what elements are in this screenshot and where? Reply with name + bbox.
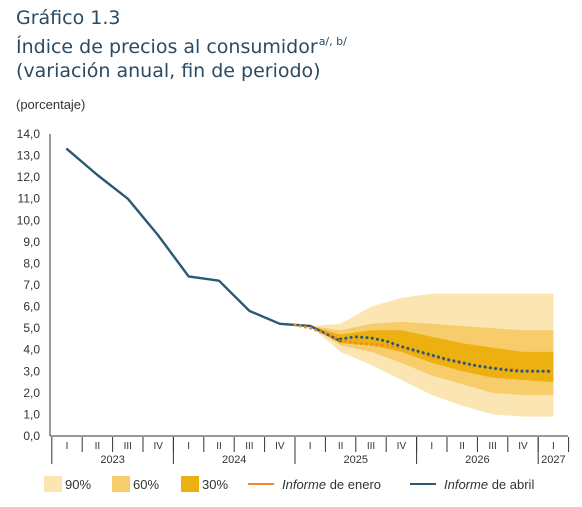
y-axis-units: (porcentaje) bbox=[16, 97, 86, 112]
x-tick-label-quarter: I bbox=[430, 441, 433, 452]
fan-bands bbox=[310, 293, 554, 417]
legend-label-enero: Informe de enero bbox=[282, 477, 381, 492]
chart-label: Gráfico 1.3 bbox=[16, 7, 121, 29]
y-tick-label: 7,0 bbox=[23, 278, 40, 292]
x-tick-label-quarter: IV bbox=[153, 441, 163, 452]
chart-tick-labels: 0,0 1,0 2,0 3,0 4,0 5,0 6,0 7,0 8,0 9,0 10,0 11,0 12… bbox=[17, 127, 566, 466]
x-tick-label-quarter: I bbox=[309, 441, 312, 452]
legend-label-60: 60% bbox=[133, 476, 160, 492]
chart-subtitle: (variación anual, fin de periodo) bbox=[16, 60, 321, 82]
series-line-abril bbox=[65, 147, 342, 343]
x-tick-label-year: 2026 bbox=[465, 454, 489, 466]
series-line-abril-projection bbox=[339, 335, 555, 373]
y-tick-label: 9,0 bbox=[23, 235, 40, 249]
x-tick-label-quarter: II bbox=[338, 441, 344, 452]
legend-swatch-60 bbox=[112, 476, 130, 492]
chart-series bbox=[65, 147, 555, 373]
x-tick-label-quarter: IV bbox=[275, 441, 285, 452]
y-tick-label: 8,0 bbox=[23, 256, 40, 270]
y-tick-label: 0,0 bbox=[23, 429, 40, 443]
legend-label-abril: Informe de abril bbox=[444, 477, 534, 492]
chart-legend: 90% 60% 30% Informe de enero Informe de … bbox=[44, 473, 574, 495]
legend-item-enero: Informe de enero bbox=[248, 473, 381, 495]
series-line-enero bbox=[293, 323, 555, 373]
x-tick-label-quarter: IV bbox=[397, 441, 407, 452]
legend-label-enero-rest: de enero bbox=[326, 476, 382, 492]
y-tick-label: 2,0 bbox=[23, 386, 40, 400]
x-tick-label-quarter: I bbox=[552, 441, 555, 452]
x-tick-label-quarter: IV bbox=[518, 441, 528, 452]
chart-plot: 0,0 1,0 2,0 3,0 4,0 5,0 6,0 7,0 8,0 9,0 10,0 11,0 12… bbox=[17, 127, 570, 466]
y-tick-label: 12,0 bbox=[17, 170, 41, 184]
legend-item-90: 90% bbox=[44, 473, 91, 495]
x-tick-label-quarter: II bbox=[459, 441, 465, 452]
y-tick-label: 13,0 bbox=[17, 149, 41, 163]
x-tick-label-year: 2024 bbox=[222, 454, 246, 466]
y-tick-label: 11,0 bbox=[18, 192, 41, 206]
legend-item-60: 60% bbox=[112, 473, 159, 495]
chart-title-footnote-marks: a/, b/ bbox=[318, 35, 347, 48]
x-tick-label-year: 2027 bbox=[541, 454, 565, 466]
chart-axes bbox=[49, 134, 570, 464]
x-tick-label-quarter: III bbox=[367, 441, 375, 452]
legend-line-abril bbox=[410, 483, 436, 485]
legend-label-30: 30% bbox=[202, 476, 229, 492]
y-tick-label: 6,0 bbox=[23, 300, 40, 314]
legend-label-abril-italic: Informe bbox=[444, 476, 489, 492]
x-tick-label-quarter: I bbox=[66, 441, 69, 452]
x-tick-label-year: 2023 bbox=[100, 454, 124, 466]
y-tick-label: 4,0 bbox=[23, 343, 40, 357]
y-tick-label: 10,0 bbox=[17, 213, 41, 227]
legend-line-enero bbox=[248, 483, 274, 485]
fan-band30 bbox=[310, 326, 554, 383]
legend-swatch-30 bbox=[181, 476, 199, 492]
legend-swatch-90 bbox=[44, 476, 62, 492]
y-tick-label: 14,0 bbox=[17, 127, 41, 141]
y-tick-label: 5,0 bbox=[23, 321, 40, 335]
x-tick-label-year: 2025 bbox=[344, 454, 368, 466]
legend-item-abril: Informe de abril bbox=[410, 473, 534, 495]
chart-title: Índice de precios al consumidora/, b/ bbox=[16, 30, 576, 59]
legend-item-30: 30% bbox=[181, 473, 228, 495]
x-tick-label-quarter: III bbox=[488, 441, 496, 452]
legend-label-abril-rest: de abril bbox=[488, 476, 535, 492]
y-tick-label: 1,0 bbox=[23, 407, 40, 421]
chart-header: Gráfico 1.3 Índice de precios al consumi… bbox=[16, 6, 576, 83]
x-tick-label-quarter: III bbox=[245, 441, 253, 452]
legend-label-90: 90% bbox=[65, 476, 92, 492]
y-tick-label: 3,0 bbox=[23, 364, 40, 378]
x-tick-label-quarter: II bbox=[216, 441, 222, 452]
chart-title-text: Índice de precios al consumidor bbox=[16, 36, 318, 58]
legend-label-enero-italic: Informe bbox=[282, 476, 327, 492]
x-tick-label-quarter: I bbox=[187, 441, 190, 452]
x-tick-label-quarter: II bbox=[95, 441, 101, 452]
x-tick-label-quarter: III bbox=[124, 441, 132, 452]
